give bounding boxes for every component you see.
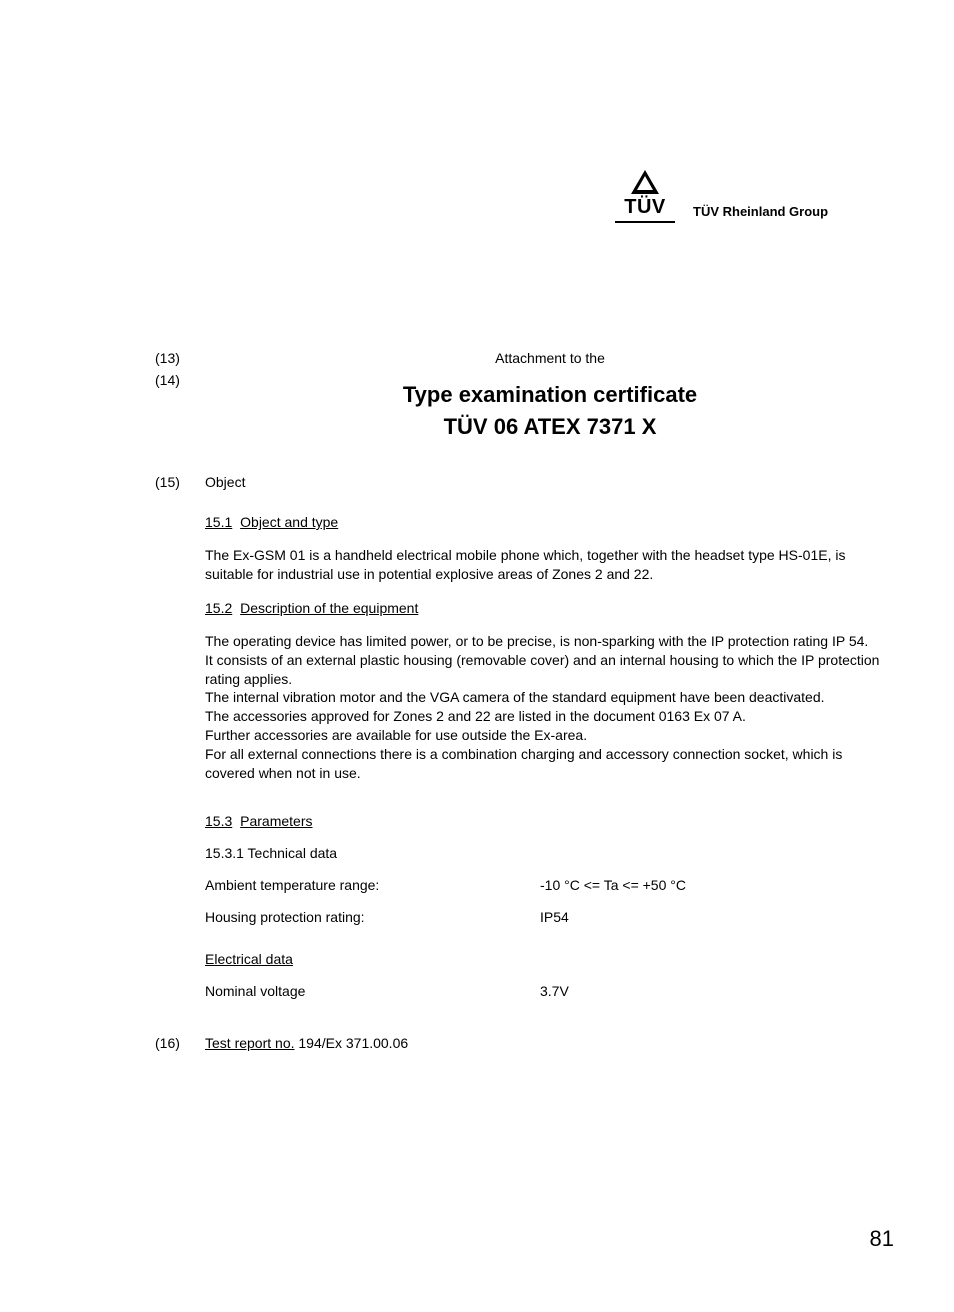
electrical-data-heading: Electrical data (205, 951, 895, 967)
test-report-label: Test report no. (205, 1035, 295, 1051)
tuv-group-text: TÜV Rheinland Group (693, 204, 828, 223)
heading-15-1-num: 15.1 (205, 514, 232, 530)
row-temp-range: Ambient temperature range: -10 °C <= Ta … (205, 877, 895, 893)
tuv-logo: TÜV (615, 170, 675, 223)
test-report-value: 194/Ex 371.00.06 (295, 1035, 409, 1051)
heading-15-3-1: 15.3.1 Technical data (205, 845, 895, 861)
tuv-triangle-icon (631, 170, 659, 194)
item-number-15: (15) (155, 474, 205, 508)
temp-range-value: -10 °C <= Ta <= +50 °C (540, 877, 895, 893)
ip-rating-label: Housing protection rating: (205, 909, 540, 925)
heading-15-1-text: Object and type (240, 514, 338, 530)
certificate-title: Type examination certificate (205, 382, 895, 408)
heading-15-3-num: 15.3 (205, 813, 232, 829)
section-15-body: 15.1 Object and type The Ex-GSM 01 is a … (205, 514, 895, 999)
row-nominal-voltage: Nominal voltage 3.7V (205, 983, 895, 999)
row-15: (15) Object (155, 474, 895, 508)
logo-block: TÜV TÜV Rheinland Group (615, 170, 915, 223)
row-14: (14) Type examination certificate TÜV 06… (155, 372, 895, 468)
heading-15-2-text: Description of the equipment (240, 600, 418, 616)
test-report: Test report no. 194/Ex 371.00.06 (205, 1035, 895, 1051)
content: (13) Attachment to the (14) Type examina… (155, 350, 895, 1057)
page: TÜV TÜV Rheinland Group (13) Attachment … (0, 0, 954, 1312)
attachment-label: Attachment to the (205, 350, 895, 366)
para-15-2: The operating device has limited power, … (205, 632, 895, 783)
certificate-number: TÜV 06 ATEX 7371 X (205, 414, 895, 440)
nominal-voltage-label: Nominal voltage (205, 983, 540, 999)
ip-rating-value: IP54 (540, 909, 895, 925)
row-ip-rating: Housing protection rating: IP54 (205, 909, 895, 925)
row-16: (16) Test report no. 194/Ex 371.00.06 (155, 1035, 895, 1051)
para-15-1: The Ex-GSM 01 is a handheld electrical m… (205, 546, 895, 584)
heading-15-3: 15.3 Parameters (205, 813, 895, 829)
item-number-14: (14) (155, 372, 205, 468)
heading-15-1: 15.1 Object and type (205, 514, 895, 530)
temp-range-label: Ambient temperature range: (205, 877, 540, 893)
object-label: Object (205, 474, 895, 490)
heading-15-3-text: Parameters (240, 813, 312, 829)
heading-15-2-num: 15.2 (205, 600, 232, 616)
row-13: (13) Attachment to the (155, 350, 895, 366)
item-number-13: (13) (155, 350, 205, 366)
tuv-mark-text: TÜV (624, 196, 666, 219)
item-number-16: (16) (155, 1035, 205, 1051)
page-number: 81 (870, 1226, 894, 1252)
heading-15-2: 15.2 Description of the equipment (205, 600, 895, 616)
nominal-voltage-value: 3.7V (540, 983, 895, 999)
title-block: Type examination certificate TÜV 06 ATEX… (205, 372, 895, 468)
